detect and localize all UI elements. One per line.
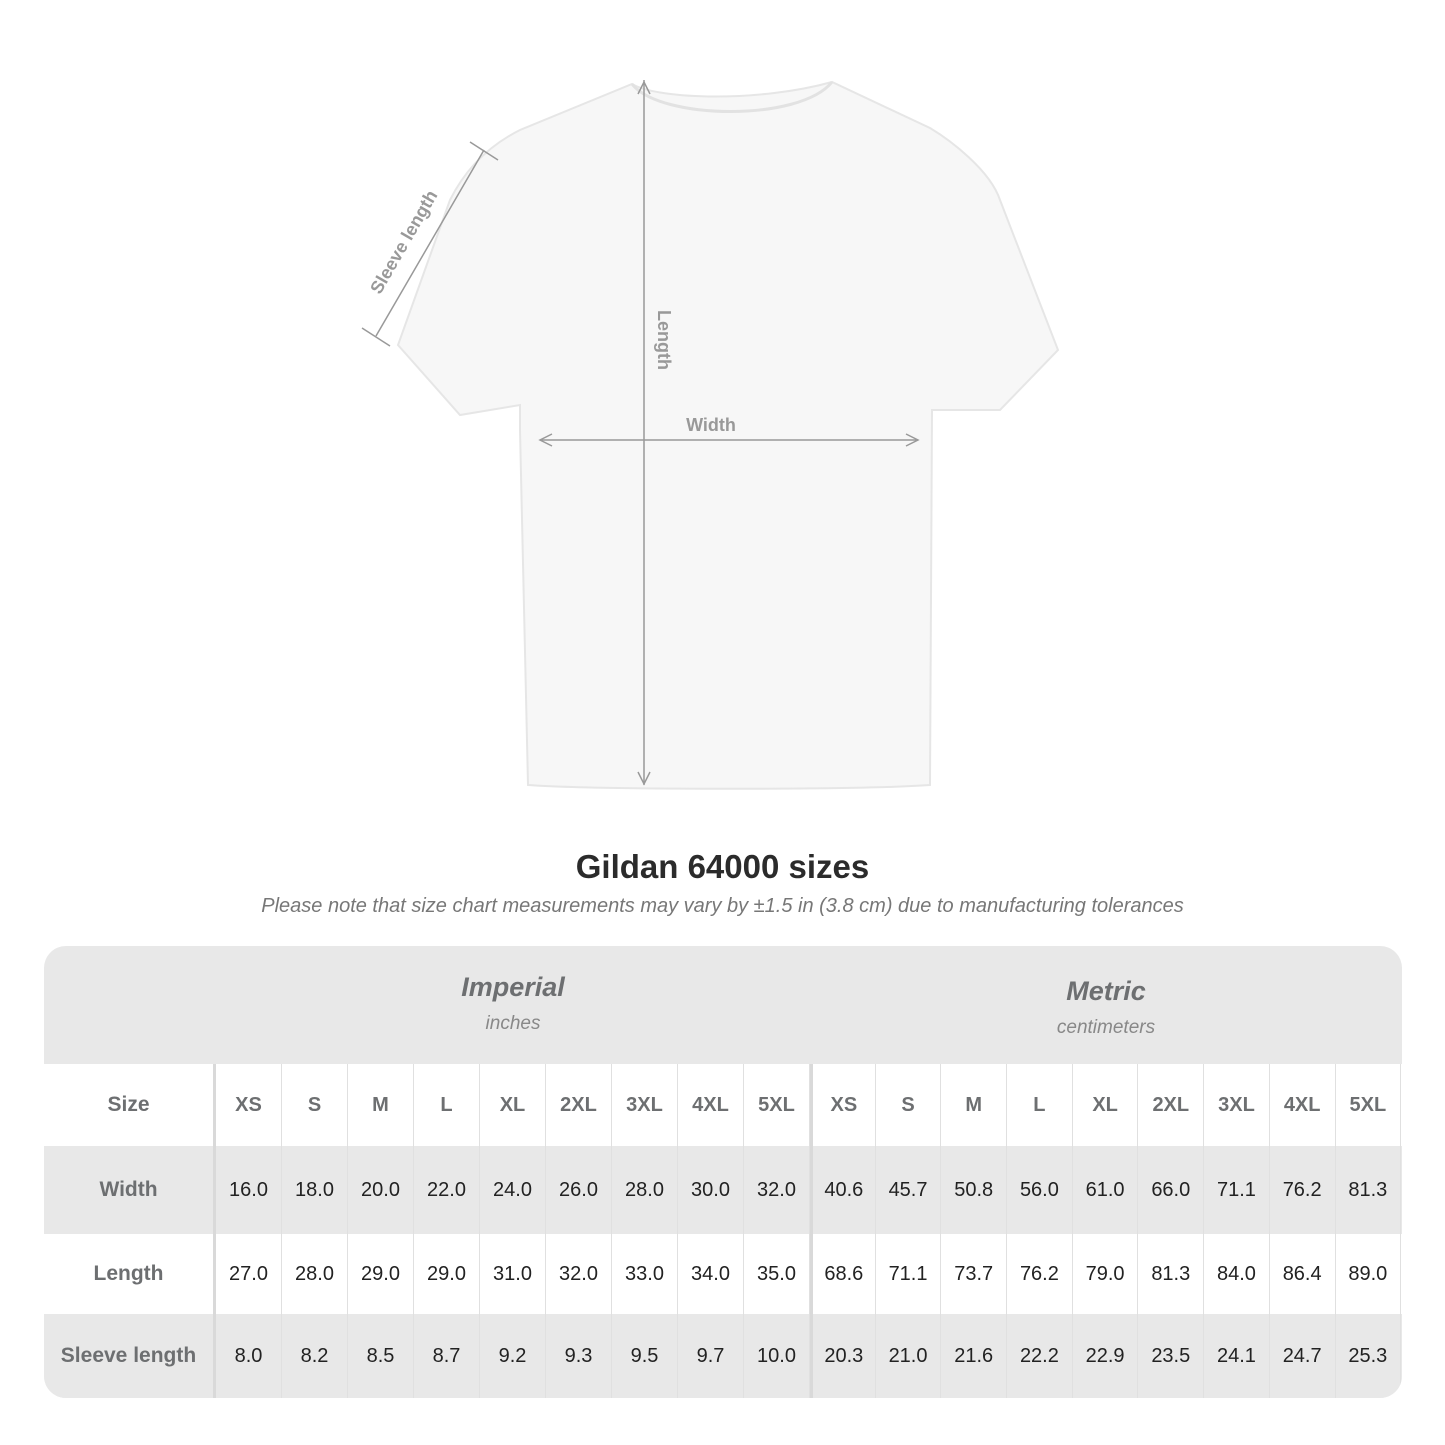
metric-cell: 20.3 — [810, 1314, 876, 1398]
imperial-cell: 9.2 — [480, 1314, 546, 1398]
imperial-cell: 8.5 — [348, 1314, 414, 1398]
size-header-cell: 2XL — [546, 1064, 612, 1146]
tshirt-shape — [396, 80, 1060, 790]
size-header-cell: XL — [480, 1064, 546, 1146]
size-header-cell: XS — [216, 1064, 282, 1146]
chart-title: Gildan 64000 sizes — [575, 848, 870, 885]
row-label: Width — [44, 1146, 216, 1234]
size-header-cell: 5XL — [744, 1064, 810, 1146]
metric-cell: 81.3 — [1138, 1234, 1205, 1314]
imperial-cell: 27.0 — [216, 1234, 282, 1314]
metric-cell: 22.9 — [1073, 1314, 1139, 1398]
metric-cell: 21.0 — [876, 1314, 942, 1398]
size-header-cell: L — [414, 1064, 480, 1146]
imperial-cell: 8.2 — [282, 1314, 348, 1398]
table-row: Sleeve length 8.0 8.2 8.5 8.7 9.2 9.3 9.5 9.7 10.… — [44, 1314, 1402, 1398]
imperial-cell: 18.0 — [282, 1146, 348, 1234]
imperial-cell: 35.0 — [744, 1234, 810, 1314]
size-header-cell: 2XL — [1138, 1064, 1205, 1146]
size-header-row: Size XS S M L XL 2XL 3XL 4XL 5XL XS S M L XL 2XL 3XL 4XL 5… — [44, 1064, 1402, 1146]
size-header-cell: 5XL — [1336, 1064, 1402, 1146]
metric-cell: 66.0 — [1138, 1146, 1205, 1234]
metric-cell: 71.1 — [876, 1234, 942, 1314]
metric-cell: 81.3 — [1336, 1146, 1402, 1234]
metric-cell: 89.0 — [1336, 1234, 1402, 1314]
imperial-cell: 20.0 — [348, 1146, 414, 1234]
imperial-cell: 26.0 — [546, 1146, 612, 1234]
imperial-cell: 29.0 — [348, 1234, 414, 1314]
metric-cell: 24.1 — [1204, 1314, 1270, 1398]
metric-cell: 23.5 — [1138, 1314, 1205, 1398]
row-label: Size — [44, 1064, 216, 1146]
metric-heading: Metric — [1066, 976, 1146, 1006]
imperial-cell: 9.3 — [546, 1314, 612, 1398]
imperial-cell: 8.0 — [216, 1314, 282, 1398]
imperial-cell: 31.0 — [480, 1234, 546, 1314]
metric-cell: 68.6 — [810, 1234, 876, 1314]
imperial-cell: 28.0 — [282, 1234, 348, 1314]
imperial-cell: 22.0 — [414, 1146, 480, 1234]
row-label: Sleeve length — [44, 1314, 216, 1398]
imperial-cell: 32.0 — [744, 1146, 810, 1234]
table-row: Length 27.0 28.0 29.0 29.0 31.0 32.0 33.0 34.0 35… — [44, 1234, 1402, 1314]
size-header-cell: M — [941, 1064, 1008, 1146]
size-header-cell: 3XL — [1204, 1064, 1270, 1146]
size-header-cell: 4XL — [1270, 1064, 1336, 1146]
size-header-cell: XS — [810, 1064, 876, 1146]
row-label: Length — [44, 1234, 216, 1314]
tshirt-diagram: Sleeve length Length Width — [361, 80, 1060, 790]
imperial-cell: 9.7 — [678, 1314, 744, 1398]
metric-cell: 56.0 — [1007, 1146, 1073, 1234]
imperial-cell: 34.0 — [678, 1234, 744, 1314]
metric-cell: 76.2 — [1007, 1234, 1073, 1314]
size-header-cell: L — [1007, 1064, 1073, 1146]
size-header-cell: M — [348, 1064, 414, 1146]
measure-lines — [361, 80, 920, 786]
metric-cell: 24.7 — [1270, 1314, 1336, 1398]
metric-cell: 61.0 — [1073, 1146, 1139, 1234]
size-header-cell: 4XL — [678, 1064, 744, 1146]
metric-cell: 76.2 — [1270, 1146, 1336, 1234]
size-header-cell: 3XL — [612, 1064, 678, 1146]
metric-cell: 73.7 — [941, 1234, 1008, 1314]
metric-cell: 21.6 — [941, 1314, 1008, 1398]
metric-unit: centimeters — [1056, 1017, 1156, 1038]
size-table: Imperial inches Metric centimeters Size X… — [44, 946, 1402, 1398]
collar — [630, 81, 834, 113]
imperial-cell: 9.5 — [612, 1314, 678, 1398]
metric-cell: 71.1 — [1204, 1146, 1270, 1234]
imperial-header: Imperial inches — [216, 946, 810, 1064]
metric-cell: 79.0 — [1073, 1234, 1139, 1314]
length-label: Length — [654, 310, 674, 370]
imperial-cell: 29.0 — [414, 1234, 480, 1314]
size-header-cell: XL — [1073, 1064, 1139, 1146]
width-label: Width — [686, 415, 736, 435]
imperial-cell: 8.7 — [414, 1314, 480, 1398]
metric-header: Metric centimeters — [810, 946, 1402, 1064]
metric-cell: 50.8 — [941, 1146, 1008, 1234]
size-header-cell: S — [876, 1064, 942, 1146]
imperial-cell: 30.0 — [678, 1146, 744, 1234]
imperial-cell: 24.0 — [480, 1146, 546, 1234]
imperial-cell: 33.0 — [612, 1234, 678, 1314]
metric-cell: 84.0 — [1204, 1234, 1270, 1314]
imperial-heading: Imperial — [461, 972, 565, 1002]
tolerance-note: Please note that size chart measurements… — [261, 895, 1184, 917]
imperial-cell: 28.0 — [612, 1146, 678, 1234]
metric-cell: 25.3 — [1336, 1314, 1402, 1398]
imperial-unit: inches — [485, 1013, 541, 1034]
metric-cell: 22.2 — [1007, 1314, 1073, 1398]
imperial-cell: 32.0 — [546, 1234, 612, 1314]
imperial-cell: 16.0 — [216, 1146, 282, 1234]
metric-cell: 40.6 — [810, 1146, 876, 1234]
metric-cell: 86.4 — [1270, 1234, 1336, 1314]
imperial-cell: 10.0 — [744, 1314, 810, 1398]
size-header-cell: S — [282, 1064, 348, 1146]
metric-cell: 45.7 — [876, 1146, 942, 1234]
table-row: Width 16.0 18.0 20.0 22.0 24.0 26.0 28.0 30.0 32.… — [44, 1146, 1402, 1234]
